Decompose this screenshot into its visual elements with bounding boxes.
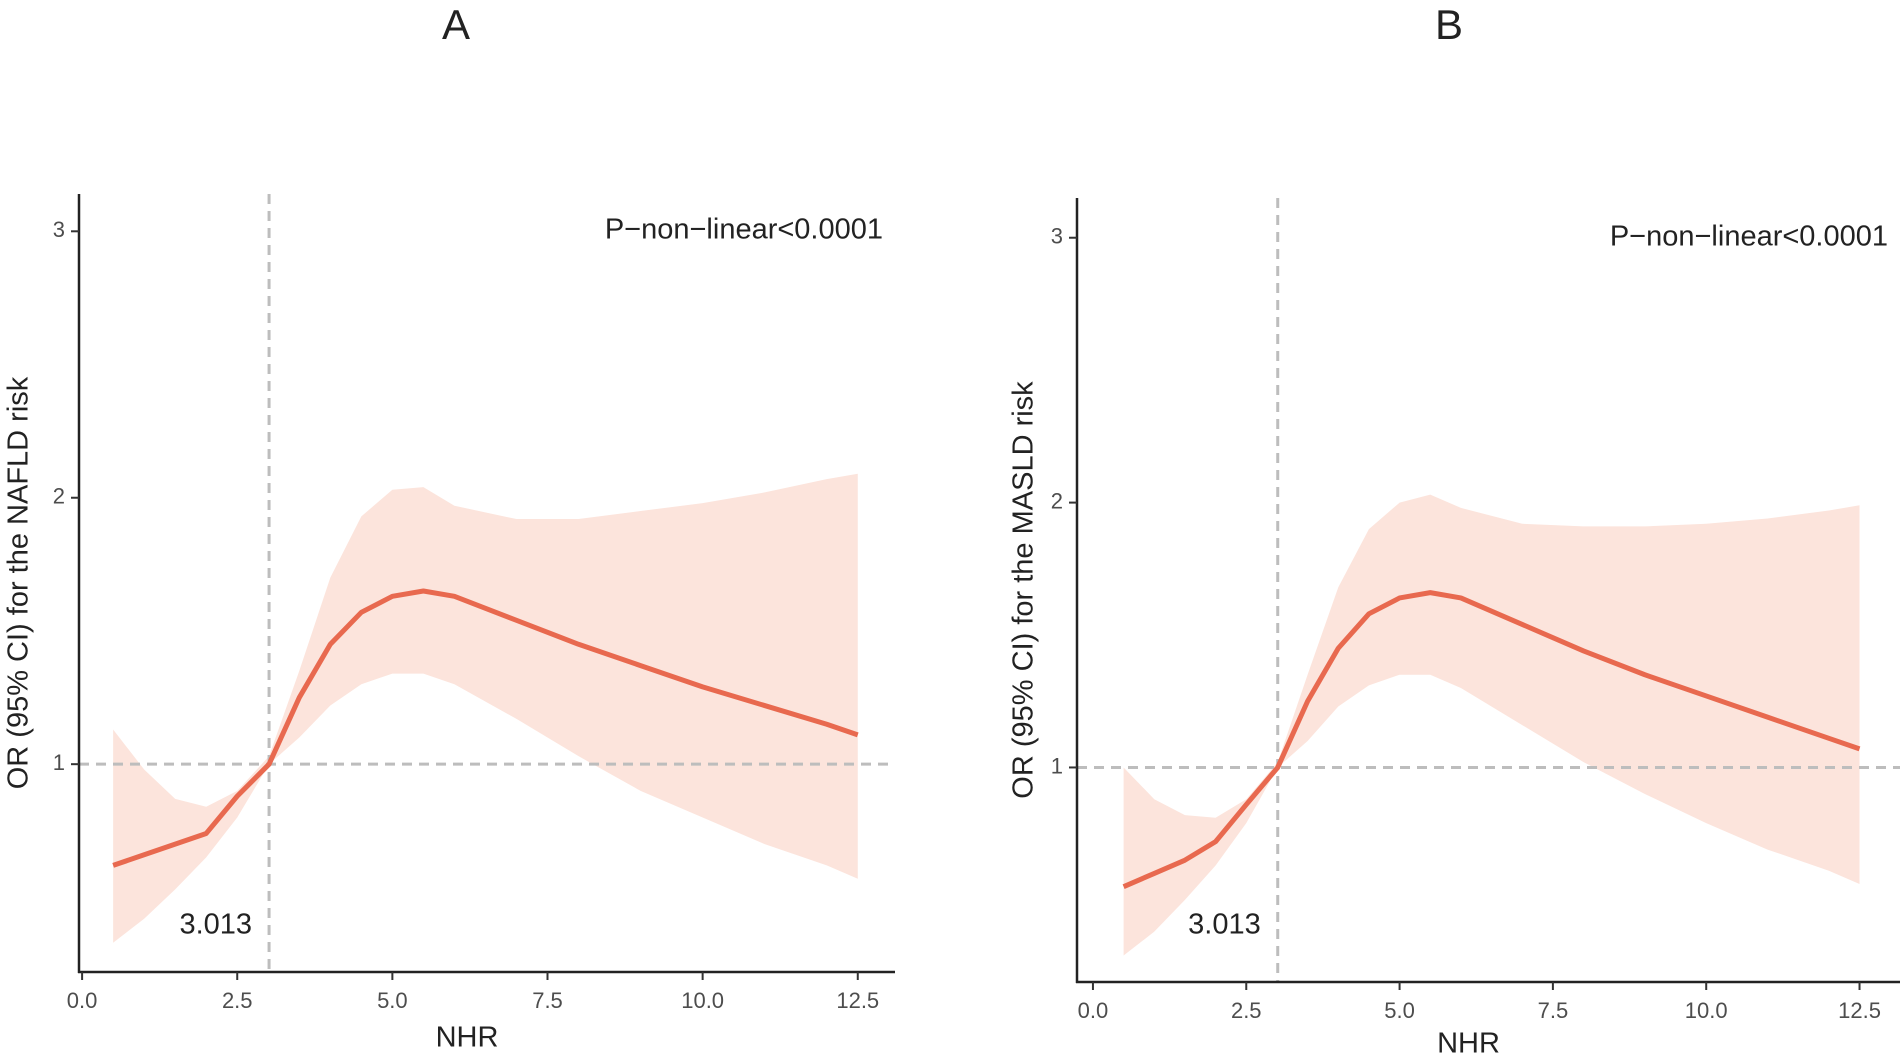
curve xyxy=(1122,590,1861,889)
y-tick-label: 2 xyxy=(53,484,65,509)
x-tick-label: 5.0 xyxy=(1384,998,1415,1023)
x-tick-label: 10.0 xyxy=(1685,998,1728,1023)
x-tick-label: 2.5 xyxy=(1231,998,1262,1023)
x-axis-title: NHR xyxy=(1437,1028,1500,1060)
x-tick-label: 7.5 xyxy=(532,988,563,1013)
panel-title: B xyxy=(1435,1,1463,48)
y-tick-label: 2 xyxy=(1051,488,1063,513)
y-axis-title: OR (95% CI) for the NAFLD risk xyxy=(3,376,35,789)
y-tick-label: 1 xyxy=(53,750,65,775)
x-tick-label: 10.0 xyxy=(681,988,724,1013)
y-tick-label: 3 xyxy=(53,217,65,242)
x-tick-label: 0.0 xyxy=(1078,998,1109,1023)
curve xyxy=(112,588,859,868)
p-value-note: P−non−linear<0.0001 xyxy=(605,214,883,246)
ci-band xyxy=(113,473,858,943)
x-tick-label: 5.0 xyxy=(377,988,408,1013)
y-axis-title: OR (95% CI) for the MASLD risk xyxy=(1008,381,1040,799)
y-tick-label: 1 xyxy=(1051,753,1063,778)
ci-band xyxy=(1123,494,1860,956)
p-value-note: P−non−linear<0.0001 xyxy=(1610,221,1888,253)
x-tick-label: 12.5 xyxy=(836,988,879,1013)
threshold-label: 3.013 xyxy=(179,909,252,941)
y-tick-label: 3 xyxy=(1051,224,1063,249)
x-tick-label: 0.0 xyxy=(67,988,98,1013)
x-tick-label: 2.5 xyxy=(222,988,253,1013)
threshold-label: 3.013 xyxy=(1188,909,1261,941)
x-tick-label: 7.5 xyxy=(1538,998,1569,1023)
x-axis-title: NHR xyxy=(436,1022,499,1054)
panel-title: A xyxy=(442,1,470,48)
x-tick-label: 12.5 xyxy=(1838,998,1881,1023)
